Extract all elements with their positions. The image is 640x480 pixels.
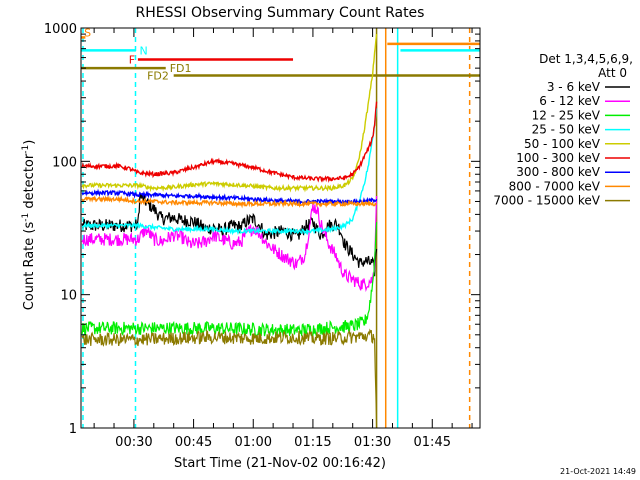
x-tick-label-5: 01:45 (414, 435, 451, 450)
y-tick-label-1: 10 (60, 289, 77, 304)
x-tick-label-0: 00:30 (115, 435, 152, 450)
y-tick-label-3: 1000 (44, 22, 77, 37)
plot-frame (80, 27, 481, 429)
data-layer (81, 28, 480, 428)
state-label-N: N (139, 44, 147, 57)
series-line-4 (81, 34, 378, 193)
legend-label-6: 300 - 800 keV (516, 165, 600, 179)
legend-label-2: 12 - 25 keV (532, 108, 601, 122)
series-line-3 (81, 108, 378, 236)
legend-label-8: 7000 - 15000 keV (493, 194, 600, 208)
legend-label-5: 100 - 300 keV (516, 151, 600, 165)
x-tick-label-1: 00:45 (175, 435, 212, 450)
series-line-5 (81, 101, 378, 184)
series-line-7 (81, 195, 377, 209)
legend-header-line2: Att 0 (598, 66, 627, 80)
x-tick-label-2: 01:00 (235, 435, 272, 450)
x-tick-label-3: 01:15 (294, 435, 331, 450)
legend-label-1: 6 - 12 keV (539, 94, 601, 108)
legend-label-4: 50 - 100 keV (524, 137, 601, 151)
legend-label-3: 25 - 50 keV (532, 123, 601, 137)
plot-area (80, 27, 481, 429)
state-label-FD1: FD1 (170, 62, 192, 75)
y-tick-label-2: 100 (52, 155, 77, 170)
y-tick-label-0: 1 (69, 422, 77, 437)
y-axis-label-mid: detector (22, 153, 37, 213)
chart-title: RHESSI Observing Summary Count Rates (136, 5, 425, 21)
y-axis-label-main: Count Rate (s (22, 222, 37, 311)
y-axis-label-exp2: -1 (21, 145, 31, 154)
y-axis-label-exp1: -1 (21, 213, 31, 222)
x-axis-label: Start Time (21-Nov-02 00:16:42) (174, 456, 386, 471)
y-axis-label-end: ) (22, 140, 37, 145)
legend-label-0: 3 - 6 keV (547, 80, 601, 94)
state-label-S: S (84, 26, 91, 39)
generation-timestamp: 21-Oct-2021 14:49 (560, 467, 636, 476)
legend-label-7: 800 - 7000 keV (509, 179, 601, 193)
x-tick-label-4: 01:30 (354, 435, 391, 450)
legend-header-line1: Det 1,3,4,5,6,9, (539, 52, 633, 66)
state-label-FD2: FD2 (147, 70, 169, 83)
y-axis-label: Count Rate (s-1 detector-1) (21, 140, 37, 311)
state-label-F: F (129, 54, 135, 67)
series-line-8 (81, 328, 378, 428)
series-line-1 (81, 195, 378, 293)
